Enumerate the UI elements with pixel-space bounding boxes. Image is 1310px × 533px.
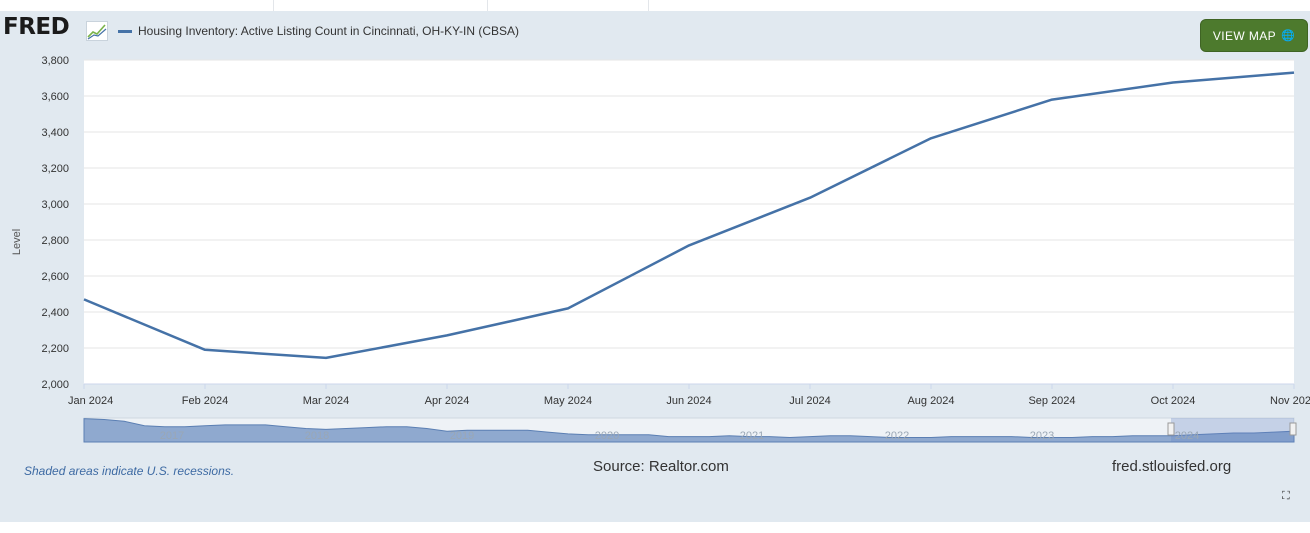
navigator-year-label: 2017 (160, 430, 184, 442)
y-tick-label: 3,200 (41, 163, 69, 175)
navigator-year-label: 2018 (305, 430, 329, 442)
navigator-year-label: 2022 (885, 430, 909, 442)
y-tick-label: 2,200 (41, 343, 69, 355)
navigator-handle-right (1289, 422, 1297, 436)
navigator-series (83, 418, 1295, 443)
y-tick-label: 2,800 (41, 235, 69, 247)
source-text: Source: Realtor.com (593, 458, 729, 475)
fred-logo[interactable]: FRED (3, 14, 70, 40)
legend-series-label: Housing Inventory: Active Listing Count … (138, 24, 520, 38)
navigator-handle-left (1167, 422, 1175, 436)
x-tick-label: May 2024 (544, 395, 592, 407)
x-tick-label: Oct 2024 (1151, 395, 1196, 407)
navigator-selection (1171, 418, 1294, 442)
x-tick-label: Apr 2024 (425, 395, 470, 407)
fullscreen-icon[interactable]: ⛶ (1282, 490, 1290, 502)
y-tick-label: 3,400 (41, 127, 69, 139)
fred-url[interactable]: fred.stlouisfed.org (1112, 458, 1232, 475)
chart-legend: Housing Inventory: Active Listing Count … (118, 24, 519, 38)
x-tick-label: Jun 2024 (666, 395, 711, 407)
navigator-year-label: 2019 (450, 430, 474, 442)
recession-note: Shaded areas indicate U.S. recessions. (24, 464, 235, 478)
fred-chart-logo-icon (86, 21, 108, 41)
globe-icon: 🌐 (1281, 30, 1296, 42)
x-tick-label: Sep 2024 (1028, 395, 1075, 407)
y-tick-label: 3,600 (41, 91, 69, 103)
y-tick-label: 2,400 (41, 307, 69, 319)
plot-area (84, 60, 1294, 384)
tab-divider (648, 0, 649, 11)
x-tick-label: Aug 2024 (907, 395, 954, 407)
x-tick-label: Mar 2024 (303, 395, 349, 407)
x-tick-label: Feb 2024 (182, 395, 228, 407)
x-tick-label: Jan 2024 (68, 395, 113, 407)
y-tick-label: 2,000 (41, 379, 69, 391)
navigator-year-label: 2021 (740, 430, 764, 442)
navigator-year-label: 2023 (1030, 430, 1054, 442)
y-tick-label: 2,600 (41, 271, 69, 283)
y-tick-label: 3,800 (41, 55, 69, 67)
tab-divider (487, 0, 488, 11)
tab-divider (273, 0, 274, 11)
navigator-year-label: 2020 (595, 430, 619, 442)
y-tick-label: 3,000 (41, 199, 69, 211)
navigator-year-label: 2024 (1175, 430, 1199, 442)
view-map-label: VIEW MAP (1212, 28, 1277, 43)
view-map-button[interactable]: VIEW MAP 🌐 (1200, 19, 1308, 52)
legend-swatch (118, 29, 132, 33)
x-tick-label: Nov 202 (1270, 395, 1310, 407)
top-tab-strip (0, 0, 1310, 11)
x-tick-label: Jul 2024 (789, 395, 831, 407)
